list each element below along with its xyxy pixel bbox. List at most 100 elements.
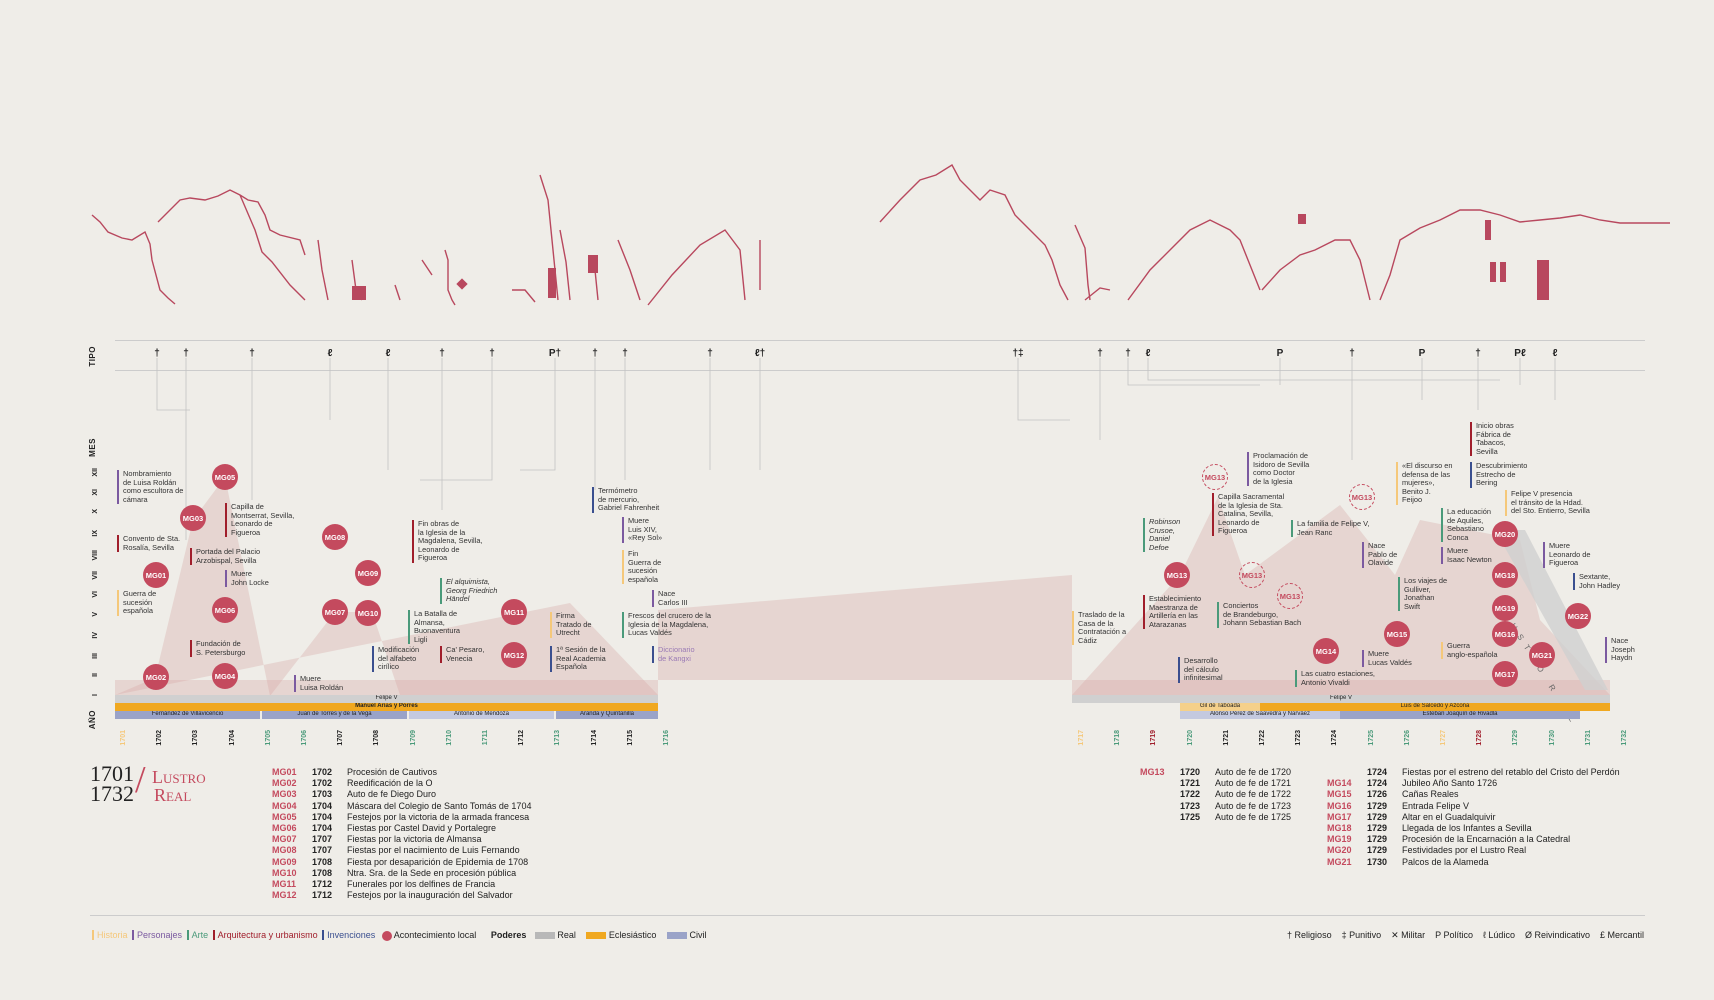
table-code: MG08 [272, 845, 297, 856]
table-code: MG21 [1327, 856, 1352, 867]
table-row: MG18 1729 Llegada de los Infantes a Sevill… [1327, 823, 1620, 834]
timeline-event: La familia de Felipe V, Jean Ranc [1291, 519, 1369, 538]
band-alonso: Alonso Pérez de Saavedra y Narváez [1180, 711, 1340, 719]
year-label: 1717 [1078, 730, 1085, 746]
legend-personajes: Personajes [132, 930, 183, 940]
table-row: MG13 1720 Auto de fe de 1720 [1140, 767, 1291, 778]
year-label: 1731 [1584, 730, 1592, 746]
title-slash: / [135, 759, 146, 801]
table-row: MG14 1724 Jubileo Año Santo 1726 [1327, 778, 1620, 789]
legend-rule [90, 915, 1645, 916]
table-code: MG11 [272, 879, 297, 890]
table-desc: Entrada Felipe V [1402, 800, 1470, 811]
timeline-event: Fin obras de la Iglesia de la Magdalena,… [412, 519, 483, 563]
year-label: 1727 [1440, 730, 1447, 746]
year-label: 1725 [1367, 730, 1375, 746]
mg-marker: MG07 [322, 599, 348, 625]
table-code: MG13 [1140, 767, 1165, 777]
timeline-event: El alquimista, Georg Friedrich Händel [440, 577, 497, 604]
year-label: 1708 [373, 730, 381, 746]
table-row: MG04 1704 Máscara del Colegio de Santo Tom… [272, 801, 531, 812]
table-code: MG17 [1327, 811, 1352, 822]
timeline-event: «El discurso en defensa de las mujeres»,… [1396, 461, 1453, 505]
table-desc: Fiestas por Castel David y Portalegre [347, 823, 497, 834]
legend-tipo: ℓ Lúdico [1483, 930, 1515, 940]
year-label: 1718 [1114, 730, 1122, 746]
band-fernandez: Fernández de Villavicencio [115, 711, 260, 719]
tipo-mark: † [439, 348, 445, 359]
mg-marker: MG22 [1565, 603, 1591, 629]
year-label: 1707 [337, 730, 345, 746]
title-name: Lustro Real [152, 768, 206, 804]
table-desc: Fiestas por la victoria de Almansa [347, 834, 482, 845]
timeline-event: Portada del Palacio Arzobispal, Sevilla [190, 547, 260, 566]
route-silhouette [91, 164, 1670, 306]
table-row: MG10 1708 Ntra. Sra. de la Sede en procesi… [272, 868, 531, 879]
timeline-event: Felipe V presencia el tránsito de la Hda… [1505, 489, 1590, 516]
mg-marker: MG04 [212, 663, 238, 689]
timeline-event: Muere Lucas Valdés [1362, 649, 1412, 668]
band-felipe2: Felipe V [1072, 695, 1610, 703]
mg-marker: MG12 [501, 642, 527, 668]
table-year: 1703 [312, 789, 333, 800]
tipo-mark: † [622, 348, 628, 359]
table-desc: Máscara del Colegio de Santo Tomás de 17… [347, 800, 532, 811]
table-code: MG16 [1327, 800, 1352, 811]
table-desc: Fiestas por el nacimiento de Luis Fernan… [347, 845, 520, 856]
legend-historia: Historia [92, 930, 128, 940]
mg-marker: MG13 [1349, 484, 1375, 510]
year-label: 1728 [1476, 730, 1484, 746]
timeline-event: Nace Joseph Haydn [1605, 636, 1635, 663]
legend-local: Acontecimiento local [393, 930, 477, 940]
table-code: MG14 [1327, 778, 1352, 789]
table-row: MG06 1704 Fiestas por Castel David y Porta… [272, 823, 531, 834]
table-year: 1729 [1367, 811, 1388, 822]
mg-marker: MG03 [180, 505, 206, 531]
table-desc: Palcos de la Alameda [1402, 856, 1489, 867]
table-desc: Reedificación de la O [347, 778, 433, 789]
legend-tipo: Ø Reivindicativo [1524, 930, 1590, 940]
tipo-mark: † [707, 348, 713, 359]
timeline-event: Inicio obras Fábrica de Tabacos, Sevilla [1470, 421, 1514, 457]
title-year-start: 1701 [90, 761, 134, 786]
band-antonio: Antonio de Mendoza [409, 711, 554, 719]
tipo-mark: P [1418, 348, 1426, 359]
timeline-event: Robinson Crusoe, Daniel Defoe [1143, 517, 1180, 553]
table-desc: Auto de fe Diego Duro [347, 789, 437, 800]
legend-real: Real [557, 930, 576, 940]
mg-marker: MG19 [1492, 595, 1518, 621]
tipo-mark: † [1097, 348, 1103, 359]
table-year: 1724 [1367, 778, 1388, 789]
table-year: 1707 [312, 845, 333, 856]
timeline-event: Ca' Pesaro, Venecia [440, 645, 484, 664]
table-desc: Auto de fe de 1721 [1215, 778, 1292, 789]
timeline-event: Guerra de sucesión española [117, 589, 156, 616]
band-aranda: Aranda y Quintanilla [556, 711, 658, 719]
table-code [1140, 801, 1180, 812]
table-desc: Funerales por los delfines de Francia [347, 879, 496, 890]
title-years: 1701 1732 [90, 761, 134, 806]
timeline-event: Desarrollo del cálculo infinitesimal [1178, 656, 1223, 683]
table-desc: Auto de fe de 1720 [1215, 767, 1292, 777]
table-year: 1704 [312, 811, 333, 822]
year-label: 1716 [663, 730, 670, 746]
table-year: 1729 [1367, 834, 1388, 845]
table-desc: Festejos por la inauguración del Salvado… [347, 890, 513, 901]
timeline-event: Capilla Sacramental de la Iglesia de Sta… [1212, 492, 1284, 536]
table-row: 1725 Auto de fe de 1725 [1140, 812, 1291, 823]
mg-marker: MG13 [1202, 464, 1228, 490]
band-gil: Gil de Taboada [1180, 703, 1260, 711]
mg-marker: MG09 [355, 560, 381, 586]
table-year: 1704 [312, 800, 333, 811]
title-year-end: 1732 [90, 781, 134, 806]
table-code: MG06 [272, 823, 297, 834]
tipo-mark: † [1475, 348, 1481, 359]
mg-marker: MG05 [212, 464, 238, 490]
tipo-bottom-rule [115, 370, 1645, 371]
year-label: 1713 [554, 730, 562, 746]
band-juan: Juan de Torres y de la Vega [262, 711, 407, 719]
table-row: MG21 1730 Palcos de la Alameda [1327, 857, 1620, 868]
year-label: 1724 [1331, 730, 1339, 746]
tipo-mark: † [1349, 348, 1355, 359]
year-label: 1715 [626, 730, 634, 746]
